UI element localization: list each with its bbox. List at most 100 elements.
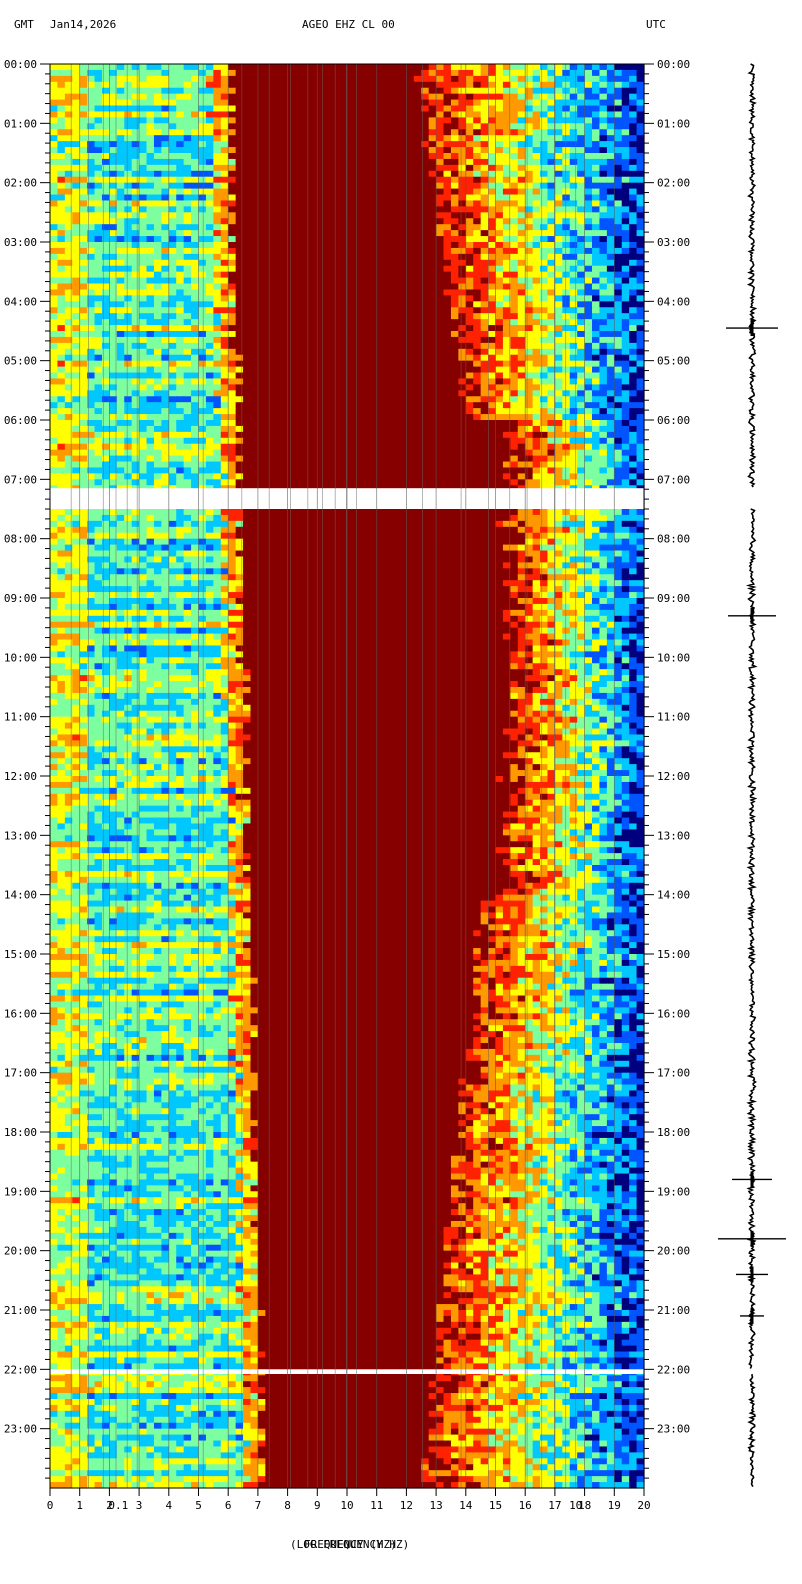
heat-cell: [421, 87, 430, 95]
heat-cell: [139, 218, 148, 225]
heat-cell: [347, 123, 356, 130]
heat-cell: [443, 200, 452, 207]
heat-cell: [295, 182, 304, 190]
heat-cell: [532, 242, 541, 249]
heat-cell: [376, 242, 385, 249]
heat-cell: [347, 283, 356, 291]
heat-cell: [495, 336, 504, 344]
heat-cell: [480, 64, 489, 71]
heat-cell: [584, 342, 593, 350]
heat-cell: [295, 194, 304, 202]
heat-cell: [309, 331, 318, 338]
heat-cell: [228, 170, 237, 178]
heat-cell: [562, 147, 571, 154]
heat-cell: [50, 295, 59, 302]
heat-cell: [72, 117, 81, 124]
heat-cell: [443, 135, 452, 142]
heat-cell: [347, 158, 356, 166]
heat-cell: [614, 236, 623, 243]
heat-cell: [384, 158, 393, 166]
heat-cell: [295, 354, 304, 362]
heat-cell: [495, 396, 504, 403]
heat-cell: [309, 75, 318, 83]
heat-cell: [139, 141, 148, 148]
heat-cell: [465, 153, 474, 160]
heat-cell: [57, 259, 66, 267]
heat-cell: [621, 295, 630, 302]
heat-cell: [339, 129, 348, 136]
heat-cell: [109, 99, 118, 107]
heat-cell: [614, 218, 623, 225]
heat-cell: [324, 396, 333, 403]
heat-cell: [79, 188, 88, 196]
heat-cell: [272, 170, 281, 178]
heat-cell: [443, 313, 452, 320]
heat-cell: [347, 188, 356, 196]
heat-cell: [146, 242, 155, 249]
heat-cell: [272, 123, 281, 130]
heat-cell: [347, 384, 356, 391]
heat-cell: [324, 99, 333, 107]
heat-cell: [636, 325, 645, 332]
heat-cell: [384, 147, 393, 154]
heat-cell: [421, 425, 430, 433]
heat-cell: [473, 271, 482, 279]
heat-cell: [421, 307, 430, 314]
heat-cell: [443, 366, 452, 374]
heat-cell: [347, 230, 356, 237]
heat-cell: [205, 153, 214, 160]
heat-cell: [109, 105, 118, 113]
heat-cell: [606, 325, 615, 332]
heat-cell: [339, 236, 348, 243]
heat-cell: [324, 283, 333, 291]
heat-cell: [302, 277, 311, 285]
heat-cell: [317, 336, 326, 344]
heat-cell: [161, 87, 170, 95]
heat-cell: [398, 224, 407, 231]
heat-cell: [257, 141, 266, 148]
heat-cell: [577, 87, 586, 95]
heat-cell: [257, 182, 266, 190]
heat-cell: [473, 289, 482, 296]
heat-cell: [57, 141, 66, 148]
heat-cell: [384, 176, 393, 184]
heat-cell: [413, 64, 422, 71]
heat-cell: [87, 188, 96, 196]
heat-cell: [272, 253, 281, 261]
heat-cell: [213, 265, 222, 273]
heat-cell: [391, 230, 400, 237]
heat-cell: [384, 153, 393, 160]
heat-cell: [436, 236, 445, 243]
heat-cell: [153, 319, 162, 326]
heat-cell: [257, 390, 266, 397]
heat-cell: [621, 99, 630, 107]
heat-cell: [488, 87, 497, 95]
heat-cell: [295, 123, 304, 130]
heat-cell: [525, 176, 534, 184]
heat-cell: [577, 224, 586, 231]
heat-cell: [532, 224, 541, 231]
heat-cell: [116, 153, 125, 160]
heat-cell: [317, 325, 326, 332]
heat-cell: [250, 396, 259, 403]
heat-cell: [577, 425, 586, 433]
heat-cell: [361, 164, 370, 172]
heat-cell: [176, 194, 185, 202]
heat-cell: [101, 188, 110, 196]
heat-cell: [213, 123, 222, 130]
heat-cell: [562, 153, 571, 160]
heat-cell: [220, 64, 229, 71]
heat-cell: [421, 331, 430, 338]
heat-cell: [324, 348, 333, 356]
heat-cell: [94, 372, 103, 380]
heat-cell: [72, 289, 81, 296]
heat-cell: [339, 325, 348, 332]
heat-cell: [257, 336, 266, 344]
heat-cell: [569, 325, 578, 332]
heat-cell: [480, 105, 489, 113]
heat-cell: [243, 147, 252, 154]
heat-cell: [72, 200, 81, 207]
heat-cell: [79, 176, 88, 184]
heat-cell: [540, 69, 549, 77]
